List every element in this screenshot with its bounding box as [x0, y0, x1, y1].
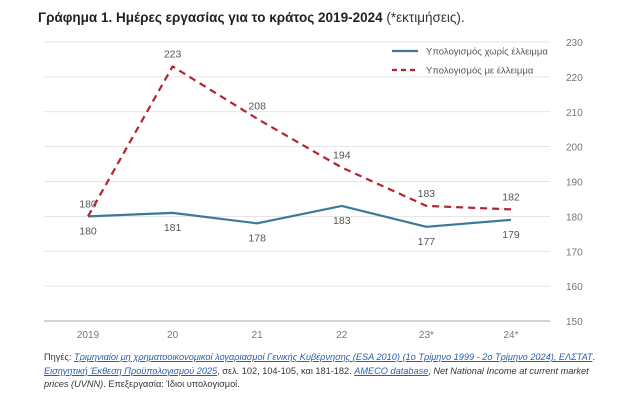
source-link-budget-report[interactable]: Εισηγητική Έκθεση Προϋπολογισμού 2025 — [44, 365, 218, 376]
y-tick-label-160: 160 — [566, 282, 583, 293]
x-tick-label-0: 2019 — [77, 330, 100, 341]
y-tick-label-150: 150 — [566, 317, 583, 328]
chart-legend: Υπολογισμός χωρίς έλλειμμα Υπολογισμός με… — [392, 47, 548, 77]
line-chart: 150 160 170 180 190 200 210 220 230 2019 20 21 22 23*… — [44, 38, 583, 341]
data-label-with-deficit-24*: 182 — [502, 191, 520, 203]
sources-sep: . — [592, 352, 596, 362]
series-layer — [87, 65, 512, 228]
legend-label-0: Υπολογισμός χωρίς έλλειμμα — [426, 47, 548, 58]
sources-end: . Επεξεργασία: Ίδιοι υπολογισμοί. — [103, 379, 240, 389]
data-label-with-deficit-21: 208 — [248, 101, 266, 113]
y-tick-label-200: 200 — [566, 143, 583, 154]
y-tick-label-210: 210 — [566, 108, 583, 119]
y-tick-label-220: 220 — [566, 73, 583, 84]
sources-prefix: Πηγές: — [44, 352, 74, 362]
x-tick-label-2: 21 — [252, 330, 264, 341]
data-label-with-deficit-23*: 183 — [418, 188, 436, 200]
y-tick-label-190: 190 — [566, 178, 583, 189]
series-line-with-deficit — [87, 65, 512, 217]
grid-layer — [44, 41, 550, 322]
x-tick-label-4: 23* — [419, 330, 434, 341]
series-line-without-deficit — [87, 204, 512, 228]
data-label-without-deficit-2019: 180 — [79, 225, 97, 237]
y-tick-label-180: 180 — [566, 212, 583, 223]
data-label-without-deficit-23*: 177 — [418, 236, 436, 248]
data-label-with-deficit-20: 223 — [164, 48, 182, 60]
sources-note: Πηγές: Τριμηνιαίοι μη χρηματοοικονομικοί… — [44, 351, 610, 392]
x-tick-label-3: 22 — [336, 330, 348, 341]
y-tick-label-230: 230 — [566, 38, 583, 49]
label-layer: 180 181 178 183 177 179 180 223 208 194 183 182 — [79, 48, 520, 247]
data-label-without-deficit-20: 181 — [164, 222, 182, 234]
data-label-without-deficit-24*: 179 — [502, 229, 520, 241]
chart-title-note: (*εκτιμήσεις). — [386, 10, 465, 25]
source-link-ameco[interactable]: AMECO database — [354, 365, 429, 376]
sources-pages: , σελ. 102, 104-105, και 181-182. — [217, 365, 355, 376]
data-label-without-deficit-21: 178 — [248, 232, 266, 244]
x-tick-label-1: 20 — [167, 330, 179, 341]
data-label-without-deficit-22: 183 — [333, 215, 351, 227]
axis-layer: 150 160 170 180 190 200 210 220 230 2019 20 21 22 23*… — [44, 38, 583, 341]
x-tick-label-5: 24* — [503, 330, 518, 341]
sources-ameco-series: , Net National Income at current market … — [44, 365, 589, 390]
data-label-with-deficit-2019: 180 — [79, 198, 97, 210]
legend-label-1: Υπολογισμός με έλλειμμα — [426, 66, 534, 77]
data-label-with-deficit-22: 194 — [333, 150, 351, 162]
chart-title-main: Γράφημα 1. Ημέρες εργασίας για το κράτος… — [38, 10, 383, 25]
y-tick-label-170: 170 — [566, 247, 583, 258]
chart-title: Γράφημα 1. Ημέρες εργασίας για το κράτος… — [38, 10, 465, 25]
source-link-elstat[interactable]: Τριμηνιαίοι μη χρηματοοικονομικοί λογαρι… — [73, 352, 593, 362]
